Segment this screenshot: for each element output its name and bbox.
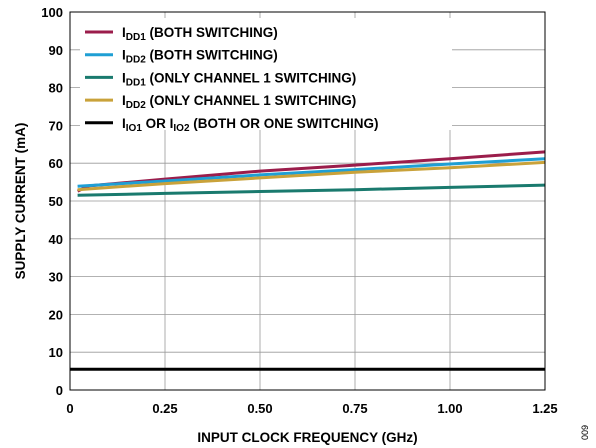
series-line-3 [77,183,546,197]
legend-text: (ONLY CHANNEL 1 SWITCHING) [146,70,357,85]
legend-text: I [122,93,126,108]
legend-text: (BOTH SWITCHING) [146,48,278,63]
legend-subscript: IO1 [126,123,143,134]
legend-subscript: DD2 [126,55,146,66]
legend-background [80,18,452,130]
series-line-4 [77,160,546,192]
legend-subscript: DD1 [126,32,146,43]
y-tick-label: 60 [49,156,63,171]
legend-entry: IIO1 OR IIO2 (BOTH OR ONE SWITCHING) [122,116,379,134]
y-axis-title: SUPPLY CURRENT (mA) [13,123,28,280]
legend-entry: IDD2 (ONLY CHANNEL 1 SWITCHING) [122,93,356,111]
y-tick-label: 100 [41,5,63,20]
series-line-2 [77,157,546,188]
x-tick-label: 0.75 [342,401,367,416]
y-tick-label: 80 [49,81,63,96]
plot-frame [69,11,546,391]
x-tick-label: 0.25 [152,401,177,416]
x-tick-label: 1.25 [532,401,557,416]
legend-text: I [122,25,126,40]
legend-entry: IDD2 (BOTH SWITCHING) [122,48,278,66]
x-tick-label: 1.00 [437,401,462,416]
legend-entry: IDD1 (BOTH SWITCHING) [122,25,278,43]
legend-text: I [122,48,126,63]
legend-text: I [122,70,126,85]
tick-labels: 0 10 20 30 40 50 60 70 80 90 100 0 0.25 0.50 0.75 1.00 1… [41,5,557,416]
legend-subscript: DD2 [126,100,146,111]
legend-subscript: DD1 [126,77,146,88]
y-tick-label: 70 [49,118,63,133]
figure-number: 009 [580,425,590,440]
x-tick-label: 0.50 [247,401,272,416]
legend-text: (BOTH SWITCHING) [146,25,278,40]
legend: IDD1 (BOTH SWITCHING)IDD2 (BOTH SWITCHIN… [80,18,452,134]
y-tick-label: 40 [49,232,63,247]
y-tick-label: 50 [49,194,63,209]
y-tick-label: 90 [49,43,63,58]
y-tick-label: 10 [49,345,63,360]
legend-subscript: IO2 [173,123,190,134]
legend-text: (BOTH OR ONE SWITCHING) [190,116,379,131]
x-axis-title: INPUT CLOCK FREQUENCY (GHz) [197,430,417,445]
y-tick-label: 30 [49,270,63,285]
legend-text: I [122,116,126,131]
series-lines [70,150,546,371]
x-tick-label: 0 [66,401,73,416]
legend-entry: IDD1 (ONLY CHANNEL 1 SWITCHING) [122,70,356,88]
y-tick-label: 20 [49,307,63,322]
legend-text: OR I [142,116,174,131]
legend-text: (ONLY CHANNEL 1 SWITCHING) [146,93,357,108]
y-tick-label: 0 [56,383,63,398]
